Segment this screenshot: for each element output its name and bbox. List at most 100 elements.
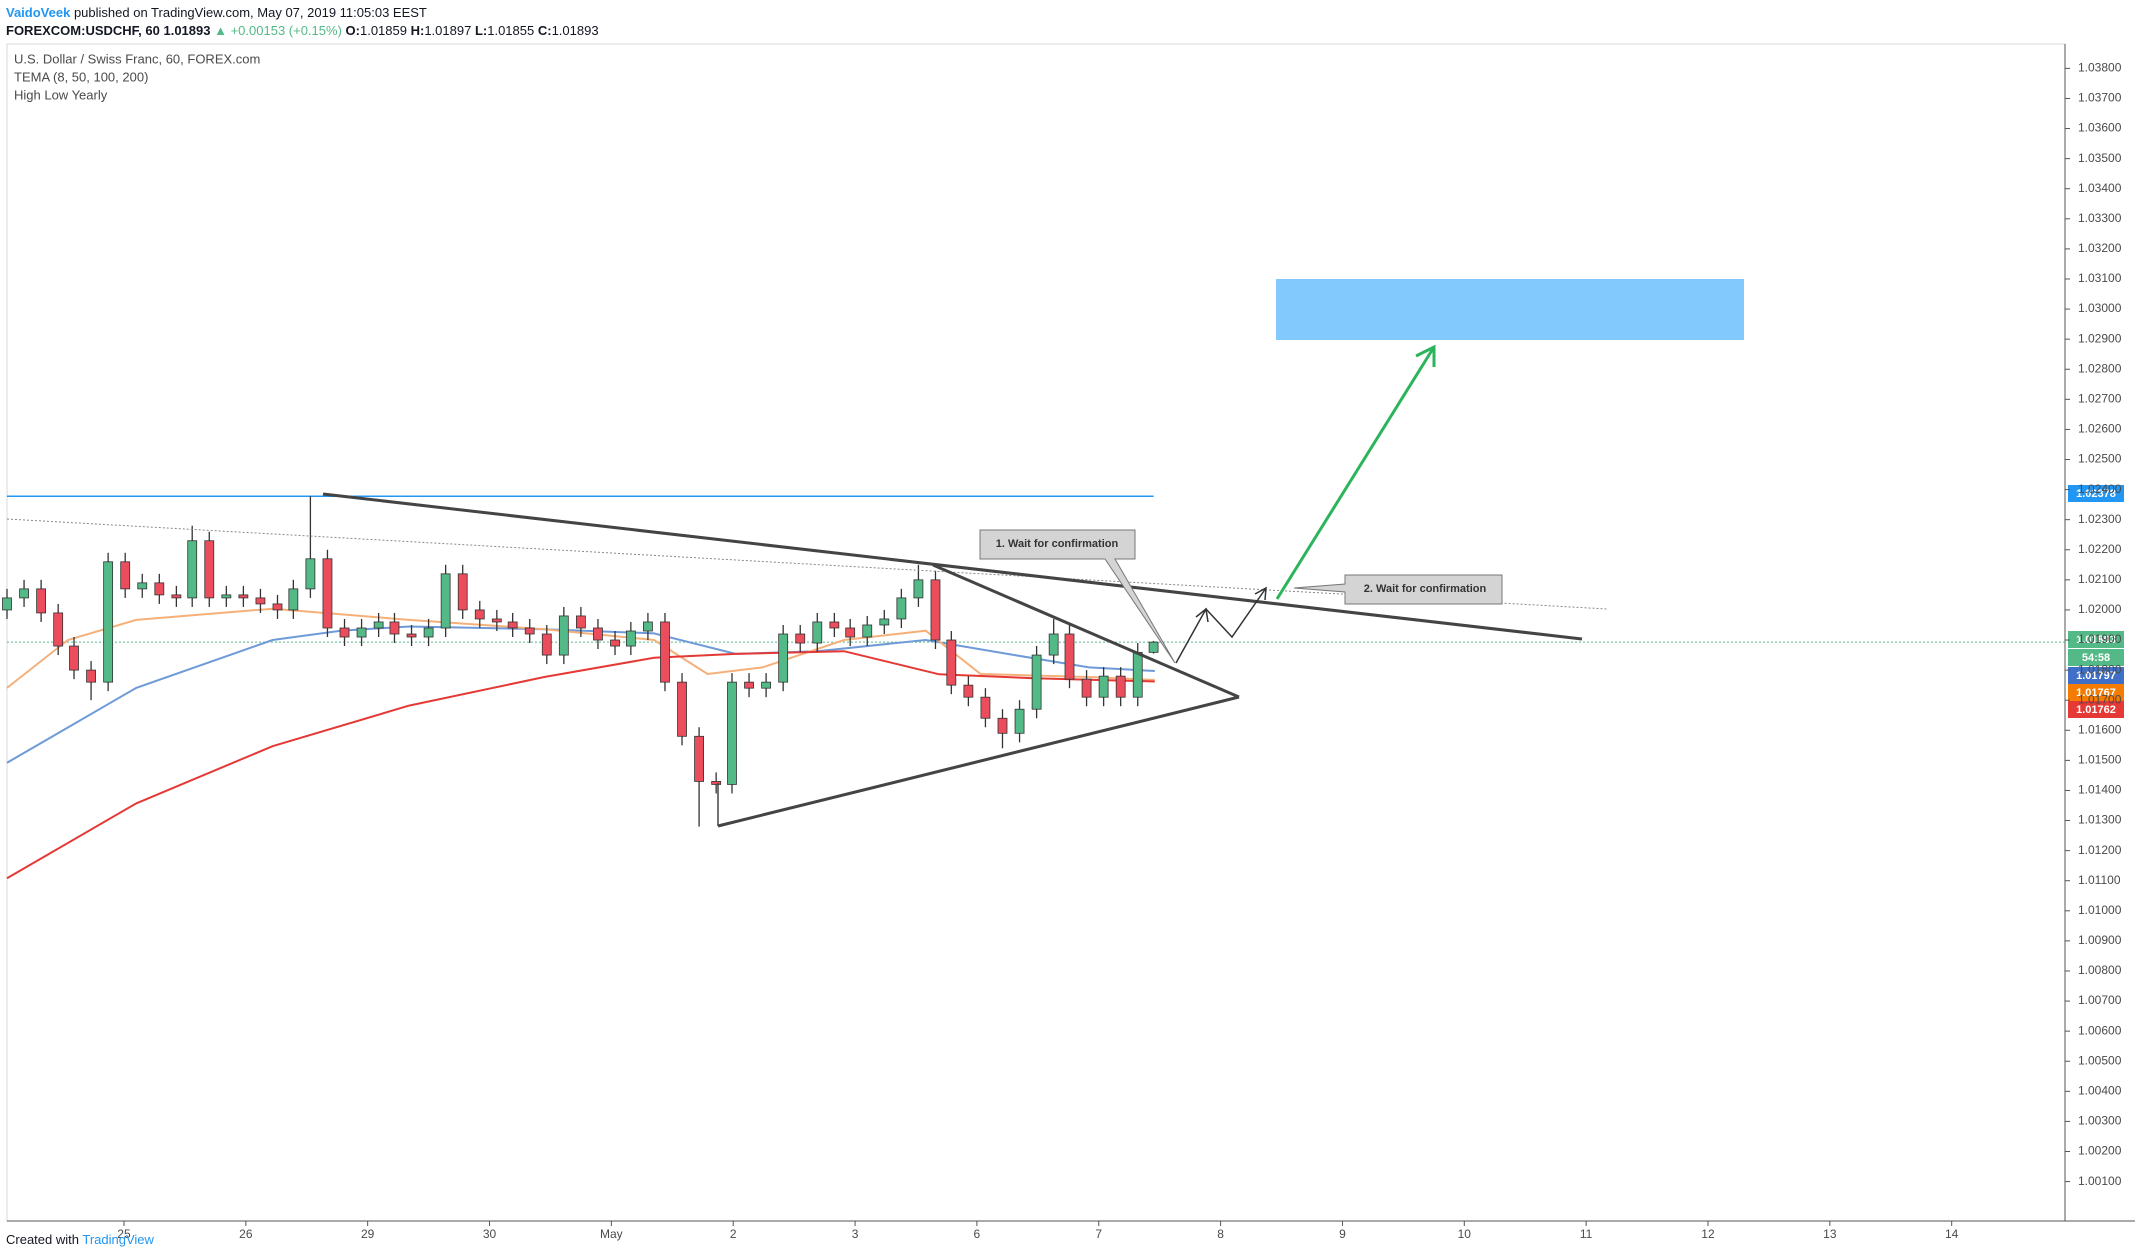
x-tick-label: 11: [1580, 1227, 1593, 1241]
candle-body: [69, 645, 79, 671]
ohlc-label: H:: [410, 23, 425, 38]
ohlc-value: 1.01893: [551, 23, 599, 38]
y-tick-label: 1.02000: [2078, 602, 2122, 616]
candle-body: [221, 594, 232, 599]
candle-body: [120, 561, 131, 590]
candle-body: [761, 681, 772, 689]
y-tick-label: 1.03000: [2078, 301, 2122, 315]
candle-body: [1115, 675, 1126, 698]
candle-body: [896, 597, 907, 620]
y-tick-label: 1.01300: [2078, 813, 2122, 827]
x-tick-label: 13: [1823, 1227, 1837, 1241]
ohlc-label: C:: [537, 23, 552, 38]
y-tick-label: 1.01900: [2078, 632, 2122, 646]
candle-body: [1048, 633, 1059, 656]
ohlc-value: 1.01897: [424, 23, 472, 38]
y-tick-label: 1.03100: [2078, 271, 2122, 285]
candle-body: [576, 615, 586, 629]
footer-text: Created with: [6, 1232, 79, 1247]
candle-body: [305, 558, 316, 590]
price-label-box: [2068, 667, 2124, 684]
candle-body: [53, 612, 64, 647]
candle-body: [1014, 708, 1025, 734]
candle-body: [187, 540, 198, 599]
y-tick-label: 1.02800: [2078, 361, 2122, 375]
x-tick-label: 25: [117, 1227, 131, 1241]
x-tick-label: 8: [1217, 1227, 1224, 1241]
last-price: 1.01893: [163, 23, 211, 38]
y-tick-label: 1.01500: [2078, 753, 2122, 767]
y-tick-label: 1.02500: [2078, 452, 2122, 466]
candle-body: [829, 621, 840, 629]
brand[interactable]: TradingView: [82, 1232, 154, 1247]
y-tick-label: 1.01000: [2078, 903, 2122, 917]
y-tick-label: 1.00200: [2078, 1144, 2122, 1158]
callout-text: 2. Wait for confirmation: [1364, 583, 1487, 595]
symbol: FOREXCOM:USDCHF, 60: [6, 23, 160, 38]
countdown-box: [2068, 649, 2124, 666]
y-tick-label: 1.02700: [2078, 391, 2122, 405]
price-label-box: [2068, 485, 2124, 502]
candle-body: [2, 597, 12, 611]
candle-body: [845, 627, 856, 638]
price-labels: 1.02378 1.01893 54:58 1.01797 1.01767 1.…: [2068, 485, 2124, 718]
candle-body: [373, 621, 384, 629]
callout: [1293, 574, 1503, 605]
y-tick-label: 1.03700: [2078, 91, 2122, 105]
x-tick-label: 26: [239, 1227, 253, 1241]
candle-body: [711, 781, 722, 785]
candle-body: [862, 624, 873, 638]
candle-body: [154, 582, 165, 596]
y-tick-label: 1.00500: [2078, 1053, 2122, 1067]
triangle-lower: [717, 695, 1240, 828]
y-tick-label: 1.00700: [2078, 993, 2122, 1007]
target-zone: [1276, 279, 1744, 340]
x-tick-label: May: [600, 1227, 623, 1241]
countdown: 54:58: [2082, 652, 2110, 664]
candle-body: [778, 633, 789, 683]
candle-body: [930, 579, 941, 641]
candle-body: [36, 588, 47, 614]
price-label: 1.01893: [2076, 634, 2116, 646]
candle-body: [423, 627, 434, 638]
ohlc-label: O:: [345, 23, 360, 38]
plot-frame: [6, 43, 2066, 1222]
price-label-box: [2068, 631, 2124, 648]
arrow-head: [1415, 344, 1436, 367]
dotted-trendline: [6, 518, 1608, 610]
x-tick-label: 29: [361, 1227, 375, 1241]
candle-body: [322, 558, 333, 629]
x-tick-label: 10: [1458, 1227, 1472, 1241]
candle-body: [558, 615, 569, 656]
y-tick-label: 1.03500: [2078, 151, 2122, 165]
price-label: 1.01797: [2076, 670, 2116, 682]
legend-symbol: U.S. Dollar / Swiss Franc, 60, FOREX.com: [14, 51, 260, 66]
candle-body: [980, 696, 991, 719]
candle-body: [694, 735, 704, 782]
y-tick-label: 1.02100: [2078, 572, 2122, 586]
legend-indicator: TEMA (8, 50, 100, 200): [14, 69, 148, 84]
price-label: 1.02378: [2076, 488, 2116, 500]
y-tick-label: 1.02400: [2078, 482, 2122, 496]
candle-body: [541, 633, 552, 656]
y-tick-label: 1.00100: [2078, 1174, 2122, 1188]
y-tick-label: 1.03200: [2078, 241, 2122, 255]
candle-body: [1148, 641, 1159, 653]
candle-body: [356, 627, 367, 638]
candle-body: [238, 594, 249, 599]
price-label-box: [2068, 684, 2124, 701]
candle-body: [474, 609, 485, 620]
candle-body: [507, 621, 518, 629]
callout-text: 1. Wait for confirmation: [996, 538, 1119, 550]
y-tick-label: 1.02200: [2078, 542, 2122, 556]
author[interactable]: VaidoVeek: [6, 5, 71, 20]
y-tick-label: 1.01200: [2078, 843, 2122, 857]
candle-body: [171, 594, 182, 599]
candle-body: [204, 540, 215, 599]
y-tick-label: 1.03800: [2078, 61, 2122, 75]
tema-line: [6, 650, 1155, 880]
candle-body: [137, 582, 148, 590]
arrow-head: [1195, 607, 1209, 623]
candle-body: [440, 573, 451, 629]
